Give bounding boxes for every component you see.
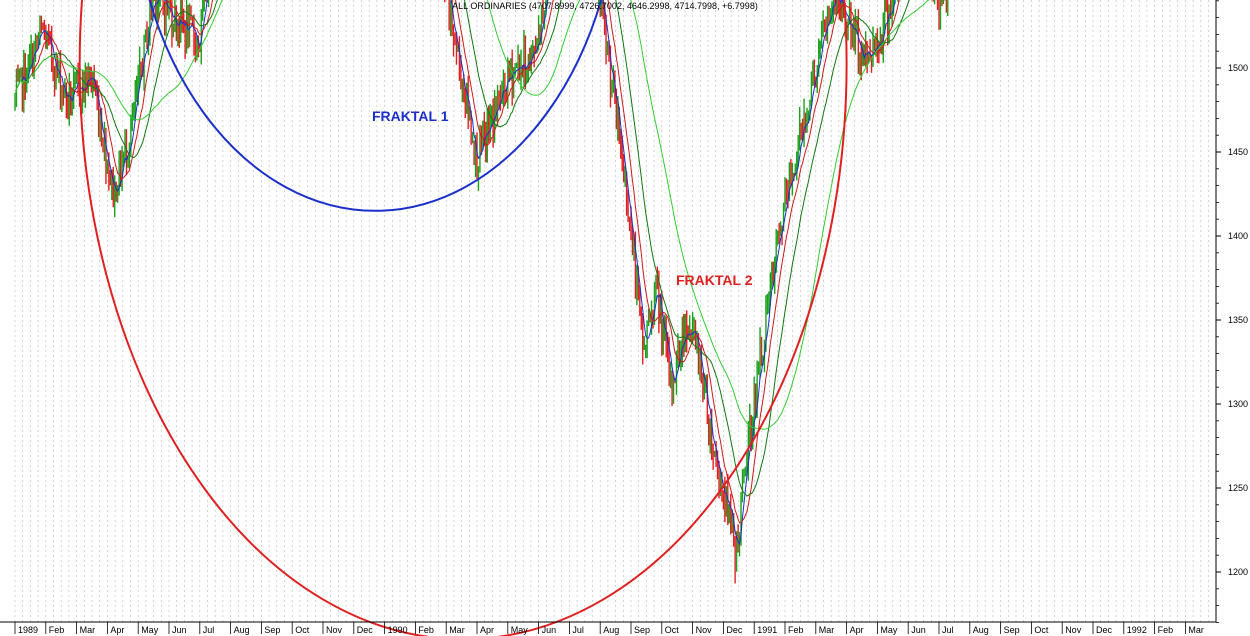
moving-average-line-4 [14, 0, 930, 430]
moving-average-line-2 [14, 0, 900, 524]
y-tick-label: 1350 [1228, 315, 1248, 325]
x-tick-label: Oct [665, 625, 680, 635]
x-tick-label: Feb [1158, 625, 1174, 635]
fractal-label-1: FRAKTAL 1 [372, 108, 449, 124]
x-tick-label: Jul [942, 625, 954, 635]
x-tick-label: 1989 [18, 625, 38, 635]
x-tick-label: Feb [418, 625, 434, 635]
x-tick-label: Jul [572, 625, 584, 635]
x-tick-label: Jul [203, 625, 215, 635]
x-tick-label: Apr [850, 625, 864, 635]
y-tick-label: 1400 [1228, 231, 1248, 241]
x-tick-label: Aug [973, 625, 989, 635]
x-axis: 1989 Feb Mar Apr May Jun Jul Aug Sep Oct Nov Dec 199… [0, 621, 1216, 635]
x-tick-label: 1991 [757, 625, 777, 635]
x-tick-label: Aug [234, 625, 250, 635]
x-tick-label: Mar [819, 625, 835, 635]
x-tick-label: Aug [603, 625, 619, 635]
x-tick-label: Apr [110, 625, 124, 635]
moving-average-line-1 [14, 0, 944, 546]
candles [14, 0, 949, 584]
x-tick-label: Dec [357, 625, 374, 635]
x-tick-label: Feb [788, 625, 804, 635]
x-tick-label: Oct [1034, 625, 1049, 635]
x-tick-label: May [511, 625, 529, 635]
x-tick-label: Nov [326, 625, 343, 635]
x-grid [14, 0, 1209, 622]
y-tick-label: 1250 [1228, 483, 1248, 493]
x-tick-label: Jun [172, 625, 187, 635]
moving-average-line-3 [14, 0, 910, 497]
y-tick-label: 1500 [1228, 63, 1248, 73]
x-tick-label: 1990 [388, 625, 408, 635]
x-tick-label: May [141, 625, 159, 635]
x-tick-label: Jun [911, 625, 926, 635]
y-axis: 1150120012501300135014001450150015501600… [1215, 0, 1248, 623]
x-tick-label: Sep [264, 625, 280, 635]
annotations: FRAKTAL 1 FRAKTAL 2 [372, 108, 753, 288]
x-tick-label: 1992 [1127, 625, 1147, 635]
x-tick-label: Mar [449, 625, 465, 635]
x-tick-label: May [880, 625, 898, 635]
moving-averages [14, 0, 944, 546]
y-tick-label: 1450 [1228, 147, 1248, 157]
x-tick-label: Jun [542, 625, 557, 635]
x-tick-label: Sep [1004, 625, 1020, 635]
chart-title: ALL ORDINARIES (4707.8999, 4726.7002, 46… [452, 1, 758, 11]
x-tick-label: Apr [480, 625, 494, 635]
fractal-ellipses [78, 0, 848, 636]
x-tick-label: Feb [49, 625, 65, 635]
x-tick-label: Nov [1065, 625, 1082, 635]
x-tick-label: Nov [696, 625, 713, 635]
x-tick-label: Dec [726, 625, 743, 635]
x-tick-label: Sep [634, 625, 650, 635]
x-tick-label: Dec [1096, 625, 1113, 635]
fractal-ellipse-1 [148, 0, 603, 212]
y-tick-label: 1200 [1228, 567, 1248, 577]
x-tick-label: Mar [80, 625, 96, 635]
fractal-ellipse-2 [78, 0, 848, 636]
x-tick-label: Mar [1188, 625, 1204, 635]
fractal-label-2: FRAKTAL 2 [676, 272, 753, 288]
x-tick-label: Oct [295, 625, 310, 635]
y-tick-label: 1300 [1228, 399, 1248, 409]
